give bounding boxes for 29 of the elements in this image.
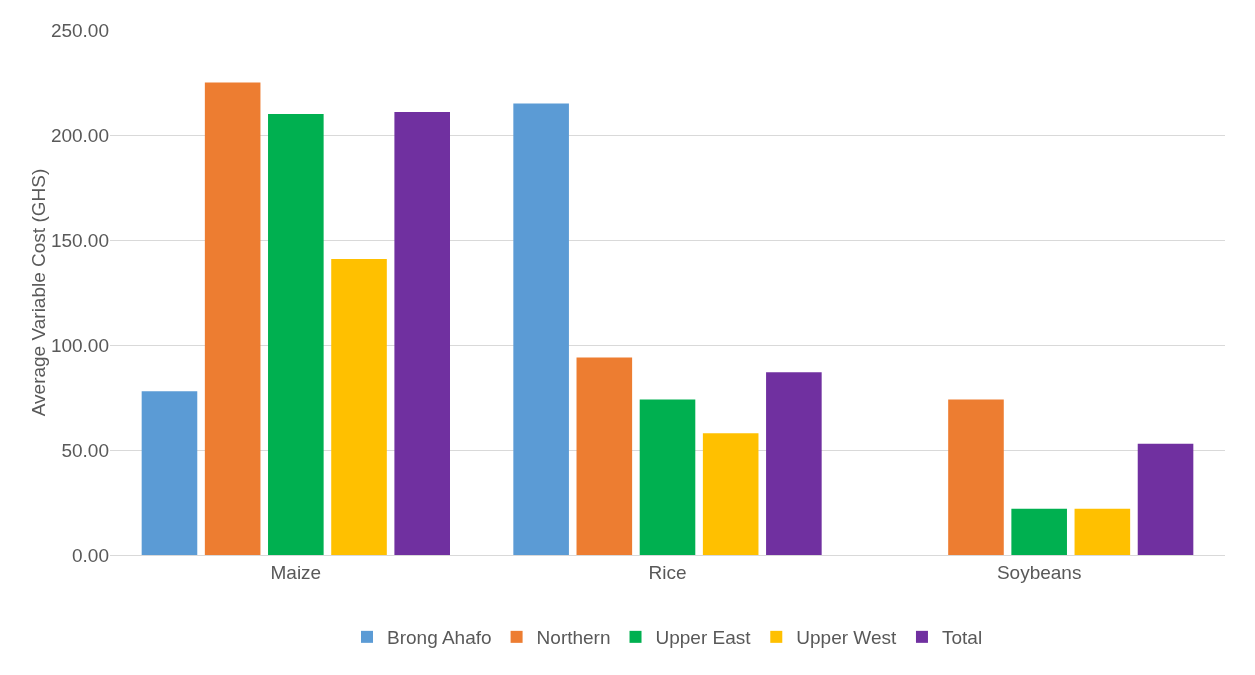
bar xyxy=(766,372,822,555)
y-tick-label: 150.00 xyxy=(50,229,109,251)
bar xyxy=(1011,508,1067,555)
legend-label: Upper West xyxy=(796,627,897,649)
legend-label: Upper East xyxy=(655,627,752,649)
x-tick-label: Soybeans xyxy=(996,561,1082,583)
x-tick-label: Rice xyxy=(648,561,687,583)
y-tick-label: 100.00 xyxy=(50,334,109,356)
y-axis-title: Average Variable Cost (GHS) xyxy=(27,168,49,417)
bar xyxy=(639,399,696,555)
legend-label: Northern xyxy=(536,627,611,649)
y-tick-label: 50.00 xyxy=(61,439,109,461)
y-tick-label: 250.00 xyxy=(50,19,109,41)
bar xyxy=(204,82,261,555)
bar xyxy=(1137,443,1194,555)
bar xyxy=(394,111,450,555)
bar xyxy=(268,114,324,555)
bar xyxy=(331,258,387,555)
y-tick-label: 200.00 xyxy=(50,124,109,146)
bar xyxy=(1074,508,1131,555)
legend-label: Total xyxy=(941,627,983,649)
bar xyxy=(141,391,198,555)
bar xyxy=(948,399,1004,555)
y-tick-label: 0.00 xyxy=(72,544,109,566)
bar xyxy=(513,103,569,555)
legend-label: Brong Ahafo xyxy=(387,627,492,649)
bar xyxy=(576,357,633,555)
bar xyxy=(702,433,759,555)
x-tick-label: Maize xyxy=(270,561,322,583)
